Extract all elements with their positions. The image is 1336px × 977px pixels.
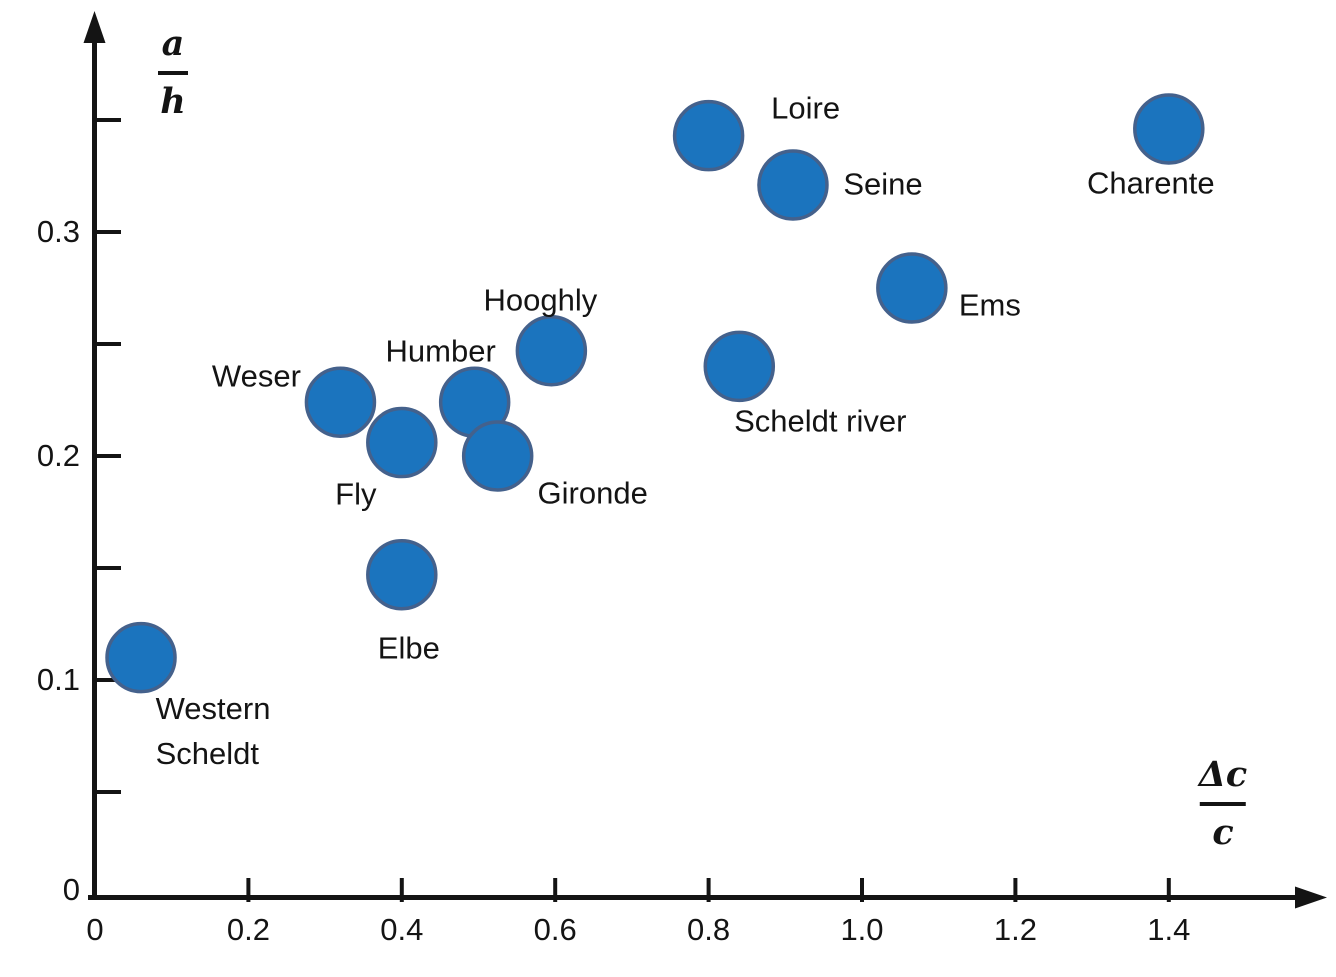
point-scheldt-river — [703, 330, 776, 403]
x-tick-label: 0 — [86, 912, 104, 947]
point-label-humber: Humber — [385, 333, 496, 369]
point-gironde — [461, 420, 534, 492]
point-elbe — [366, 538, 438, 611]
x-axis-arrow — [1295, 886, 1327, 909]
y-tick-label: 0.3 — [36, 214, 80, 249]
y-axis-fraction-bar — [158, 71, 188, 75]
x-tick-label: 1.2 — [993, 912, 1037, 947]
point-label-fly: Fly — [335, 476, 377, 512]
point-hooghly — [515, 314, 588, 387]
y-tick-label: 0.2 — [36, 438, 80, 473]
point-label-elbe: Elbe — [377, 630, 440, 666]
y-axis-label: a h — [158, 24, 188, 122]
y-axis-label-denominator: h — [160, 81, 186, 122]
point-western-scheldt — [105, 621, 177, 694]
point-weser — [304, 366, 377, 438]
point-seine — [757, 149, 829, 221]
x-tick-label: 1.4 — [1147, 912, 1191, 947]
point-label-seine: Seine — [843, 166, 923, 202]
point-label-loire: Loire — [771, 90, 841, 126]
x-tick-label: 0.8 — [687, 912, 731, 947]
point-label-charente: Charente — [1087, 165, 1215, 201]
point-fly — [366, 406, 438, 479]
point-label-ems: Ems — [958, 287, 1021, 323]
x-tick-label: 0.2 — [226, 912, 270, 947]
point-ems — [876, 252, 948, 324]
point-label-weser: Weser — [211, 358, 301, 394]
x-tick-label: 0.6 — [533, 912, 577, 947]
y-tick-label: 0 — [62, 872, 80, 907]
point-loire — [672, 99, 745, 172]
point-label-hooghly: Hooghly — [483, 282, 598, 318]
y-tick-label: 0.1 — [36, 662, 80, 697]
x-axis-label-denominator: c — [1212, 812, 1234, 853]
point-label-gironde: Gironde — [537, 475, 648, 511]
x-tick-label: 1.0 — [840, 912, 884, 947]
point-charente — [1133, 93, 1205, 165]
x-axis-fraction-bar — [1200, 802, 1246, 806]
point-label-western-scheldt: Western Scheldt — [155, 690, 271, 771]
x-axis-label: Δc c — [1199, 755, 1247, 853]
x-tick-label: 0.4 — [380, 912, 424, 947]
y-axis-label-numerator: a — [161, 23, 185, 64]
x-axis-label-numerator: Δc — [1198, 754, 1248, 795]
y-axis-arrow — [83, 11, 106, 43]
point-label-scheldt-river: Scheldt river — [734, 403, 907, 439]
